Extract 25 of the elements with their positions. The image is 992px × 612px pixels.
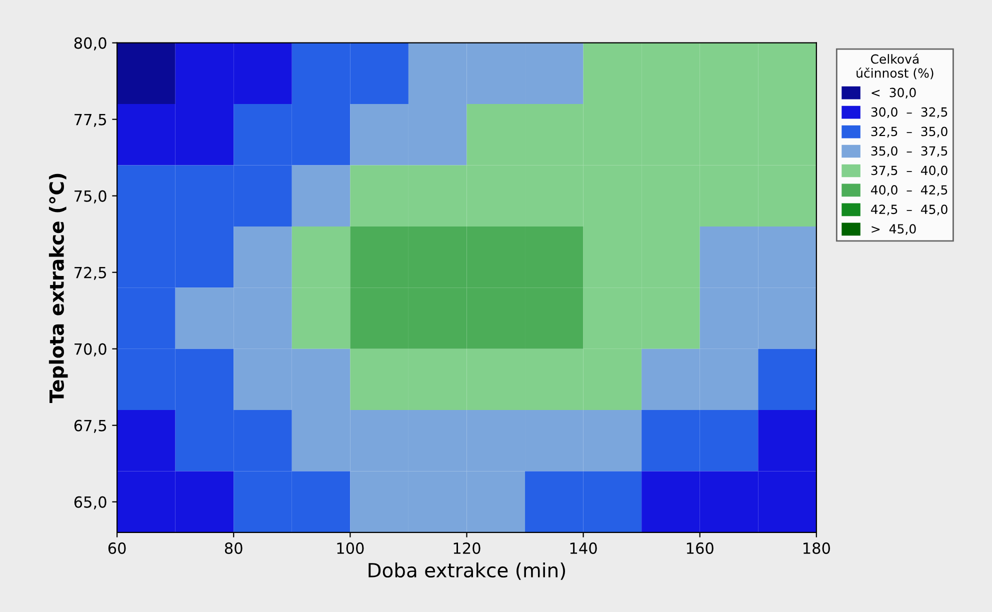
color-bar-label: 30,0 – 32,5 [871,107,948,118]
x-tick-label: 80 [224,542,242,554]
color-bar-label: 32,5 – 35,0 [871,126,948,138]
y-tick-label: 77,5 [74,114,106,127]
x-tick-label: 180 [804,542,830,554]
y-tick-label: 72,5 [74,266,106,280]
color-bar-title: Celková účinnost (%) [856,54,934,80]
color-bar-label: 37,5 – 40,0 [871,166,948,176]
color-bar-label: 35,0 – 37,5 [871,146,948,157]
y-tick-label: 80,0 [74,37,106,50]
y-tick-label: 67,5 [74,420,106,433]
color-bar-label: 42,5 – 45,0 [871,204,948,216]
y-tick-label: 65,0 [74,496,106,510]
y-tick-label: 75,0 [74,190,106,204]
x-tick-label: 60 [108,542,126,554]
x-tick-label: 140 [570,542,597,554]
x-tick-label: 100 [337,542,364,554]
color-bar-label: 40,0 – 42,5 [871,185,948,196]
x-tick-label: 120 [454,542,480,554]
y-tick-label: 70,0 [74,343,106,356]
x-tick-label: 160 [686,542,714,554]
color-bar-label: > 45,0 [872,224,916,235]
color-bar-label: < 30,0 [872,88,916,99]
x-axis-title: Doba extrakce (min) [368,562,566,580]
y-axis-title: Teplota extrakce (°C) [48,174,68,404]
